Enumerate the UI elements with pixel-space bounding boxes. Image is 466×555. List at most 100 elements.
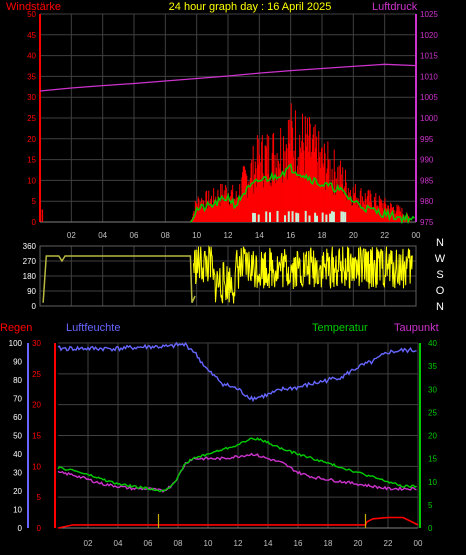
compass-label: S xyxy=(436,269,443,281)
direction-tick-label: 360 xyxy=(23,242,37,251)
humidity-tick-label: 0 xyxy=(18,524,23,533)
humidity-line xyxy=(57,341,417,403)
humidity-tick-label: 80 xyxy=(13,376,22,385)
x-tick-label: 18 xyxy=(324,539,333,548)
dewpoint-line xyxy=(57,452,417,493)
x-tick-label: 00 xyxy=(412,231,421,240)
x-tick-label: 02 xyxy=(67,231,76,240)
x-tick-label: 10 xyxy=(192,231,201,240)
pressure-tick-label: 985 xyxy=(420,176,434,185)
pressure-tick-label: 1020 xyxy=(420,31,438,40)
pressure-axis-label: Luftdruck xyxy=(372,1,418,13)
rain-tick-label: 10 xyxy=(32,462,41,471)
humidity-tick-label: 90 xyxy=(13,358,22,367)
wind-tick-label: 25 xyxy=(27,114,36,123)
compass-label: O xyxy=(436,285,445,297)
humidity-tick-label: 10 xyxy=(13,506,22,515)
wind-tick-label: 20 xyxy=(27,135,36,144)
rain-label: Regen xyxy=(0,322,32,334)
x-tick-label: 08 xyxy=(174,539,183,548)
compass-label: N xyxy=(436,301,444,313)
x-tick-label: 02 xyxy=(84,539,93,548)
wind-tick-label: 15 xyxy=(27,156,36,165)
direction-tick-label: 180 xyxy=(23,272,37,281)
x-tick-label: 16 xyxy=(286,231,295,240)
temperature-line xyxy=(57,437,417,493)
pressure-tick-label: 980 xyxy=(420,197,434,206)
humidity-tick-label: 100 xyxy=(9,339,23,348)
temperature-tick-label: 10 xyxy=(428,478,437,487)
rain-tick-label: 25 xyxy=(32,370,41,379)
x-tick-label: 12 xyxy=(234,539,243,548)
x-tick-label: 06 xyxy=(130,231,139,240)
pressure-tick-label: 975 xyxy=(420,218,434,227)
temperature-label: Temperatur xyxy=(312,322,368,334)
x-tick-label: 10 xyxy=(204,539,213,548)
wind-tick-label: 30 xyxy=(27,93,36,102)
direction-tick-label: 270 xyxy=(23,257,37,266)
x-tick-label: 16 xyxy=(294,539,303,548)
humidity-label: Luftfeuchte xyxy=(66,322,120,334)
direction-tick-label: 0 xyxy=(32,302,37,311)
temperature-tick-label: 0 xyxy=(428,524,433,533)
wind-tick-label: 5 xyxy=(32,197,37,206)
temperature-tick-label: 40 xyxy=(428,339,437,348)
temperature-tick-label: 5 xyxy=(428,501,433,510)
temperature-tick-label: 35 xyxy=(428,362,437,371)
humidity-tick-label: 40 xyxy=(13,450,22,459)
temperature-tick-label: 20 xyxy=(428,432,437,441)
x-tick-label: 06 xyxy=(144,539,153,548)
wind-tick-label: 10 xyxy=(27,176,36,185)
compass-label: N xyxy=(436,237,444,249)
wind-tick-label: 45 xyxy=(27,31,36,40)
pressure-tick-label: 1010 xyxy=(420,72,438,81)
direction-line-early xyxy=(42,255,196,303)
direction-line xyxy=(193,245,413,304)
humidity-tick-label: 60 xyxy=(13,413,22,422)
dewpoint-label: Taupunkt xyxy=(394,322,439,334)
x-tick-label: 04 xyxy=(98,231,107,240)
humidity-tick-label: 20 xyxy=(13,487,22,496)
wind-tick-label: 35 xyxy=(27,72,36,81)
direction-tick-label: 90 xyxy=(27,287,36,296)
x-tick-label: 14 xyxy=(264,539,273,548)
temperature-tick-label: 15 xyxy=(428,455,437,464)
x-tick-label: 20 xyxy=(349,231,358,240)
temperature-tick-label: 30 xyxy=(428,385,437,394)
chart-title: 24 hour graph day : 16 April 2025 xyxy=(169,1,332,13)
rain-tick-label: 20 xyxy=(32,401,41,410)
humidity-tick-label: 50 xyxy=(13,432,22,441)
compass-label: W xyxy=(435,253,446,265)
rain-tick-label: 30 xyxy=(32,339,41,348)
x-tick-label: 08 xyxy=(161,231,170,240)
rain-tick-label: 15 xyxy=(32,432,41,441)
x-tick-label: 12 xyxy=(224,231,233,240)
pressure-tick-label: 995 xyxy=(420,135,434,144)
pressure-tick-label: 1005 xyxy=(420,93,438,102)
humidity-tick-label: 70 xyxy=(13,395,22,404)
wind-tick-label: 40 xyxy=(27,52,36,61)
wind-tick-label: 0 xyxy=(32,218,37,227)
pressure-tick-label: 1025 xyxy=(420,10,438,19)
x-tick-label: 18 xyxy=(318,231,327,240)
wind-axis-label: Windstärke xyxy=(6,1,61,13)
direction-frame xyxy=(39,245,417,307)
x-tick-label: 14 xyxy=(255,231,264,240)
x-tick-label: 20 xyxy=(354,539,363,548)
rain-tick-label: 5 xyxy=(37,493,42,502)
temperature-tick-label: 25 xyxy=(428,408,437,417)
x-tick-label: 00 xyxy=(414,539,423,548)
x-tick-label: 22 xyxy=(380,231,389,240)
pressure-tick-label: 990 xyxy=(420,156,434,165)
pressure-tick-label: 1000 xyxy=(420,114,438,123)
rain-line xyxy=(57,516,419,529)
pressure-line xyxy=(39,63,417,92)
x-tick-label: 22 xyxy=(384,539,393,548)
rain-tick-label: 0 xyxy=(37,524,42,533)
pressure-tick-label: 1015 xyxy=(420,52,438,61)
humidity-tick-label: 30 xyxy=(13,469,22,478)
wind-average-line xyxy=(189,163,415,225)
wind-tick-label: 50 xyxy=(27,10,36,19)
